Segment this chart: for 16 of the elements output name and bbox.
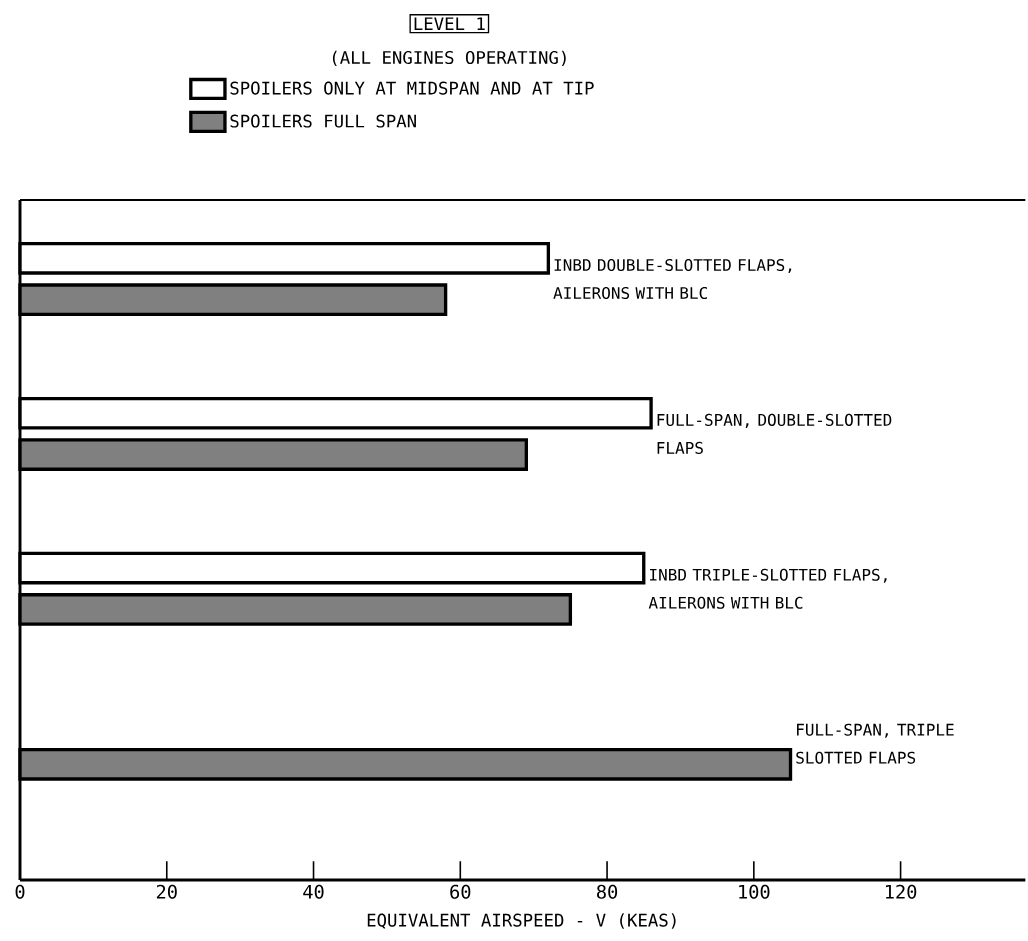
x-axis-title: EQUIVALENT AIRSPEED - V (KEAS) [367, 913, 676, 929]
chart-subtitle: (ALL ENGINES OPERATING) [332, 50, 566, 67]
y-tick-label: INBD TRIPLE-SLOTTED FLAPS, AILERONS WITH BLC [648, 568, 887, 609]
x-tick-label: 40 [303, 884, 324, 899]
x-tick-label: 80 [597, 884, 618, 899]
x-tick-label: 120 [885, 884, 917, 899]
y-tick-label: FULL-SPAN, DOUBLE-SLOTTED FLAPS [657, 413, 892, 454]
legend-label: SPOILERS FULL SPAN [230, 114, 416, 128]
x-tick-label: 60 [450, 884, 471, 899]
y-tick-label: FULL-SPAN, TRIPLE SLOTTED FLAPS [796, 723, 954, 764]
y-tick-label: INBD DOUBLE-SLOTTED FLAPS, AILERONS WITH BLC [553, 258, 792, 300]
chart-title: LEVEL 1 [414, 17, 485, 31]
x-tick-label: 0 [15, 884, 25, 899]
x-tick-label: 100 [739, 884, 770, 899]
legend-label: SPOILERS ONLY AT MIDSPAN AND AT TIP [230, 81, 594, 95]
x-tick-label: 20 [156, 884, 177, 899]
